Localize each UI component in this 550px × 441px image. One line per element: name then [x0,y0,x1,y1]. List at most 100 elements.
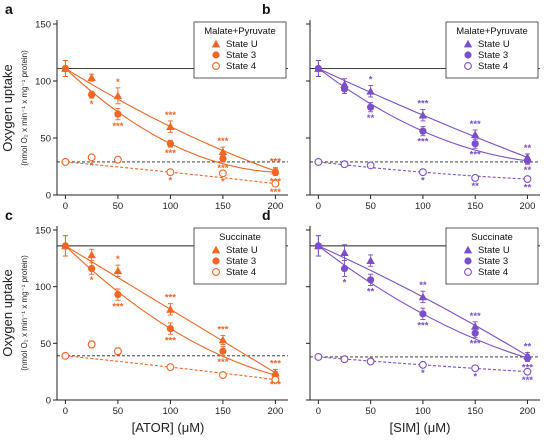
significance-label: * [221,177,225,188]
x-tick-label: 100 [415,406,431,417]
legend-box [445,21,539,79]
legend-title: Malate+Pyruvate [204,26,276,37]
data-point [314,64,322,73]
legend-box [193,227,287,285]
significance-label: * [90,161,94,172]
legend-marker [212,257,220,265]
y-tick-label: 50 [40,134,51,145]
x-tick-label: 200 [520,406,536,417]
legend-marker [212,51,220,59]
x-tick-label: 50 [365,201,376,212]
legend-marker [212,62,220,70]
x-tick-label: 150 [467,201,483,212]
data-point [218,147,228,156]
significance-label: *** [417,137,428,148]
legend-marker [464,62,472,70]
significance-label: *** [270,358,281,369]
y-tick-label: 150 [35,20,51,31]
y-tick-label: 100 [35,77,51,88]
significance-label: ** [524,341,532,352]
panel-letter: a [5,1,13,17]
significance-label: *** [112,301,123,312]
data-point [219,347,227,355]
legend-label: State 3 [478,50,508,61]
legend-label: State U [226,39,258,50]
x-tick-label: 50 [113,201,124,212]
legend-marker [463,245,473,254]
significance-label: ** [367,287,375,298]
y-axis-title-top: Oxygen uptake [0,64,15,151]
x-tick-label: 50 [113,406,124,417]
significance-label: *** [217,136,228,147]
x-tick-label: 150 [215,201,231,212]
x-tick-label: 150 [215,406,231,417]
data-point [418,360,427,369]
significance-label: *** [217,324,228,335]
legend-title: Succinate [219,232,261,243]
data-point [470,322,480,330]
legend-box [193,21,287,79]
data-point [366,161,375,170]
data-point [87,153,96,162]
significance-label: * [116,77,120,88]
data-point [471,140,479,148]
data-point [87,250,96,259]
y-axis-title-bottom: Oxygen uptake [0,269,15,356]
significance-label: *** [165,148,176,159]
data-point [366,87,375,95]
data-point [61,351,70,360]
data-point [87,340,96,349]
significance-label: *** [165,335,176,346]
significance-label: ** [367,113,375,124]
data-point [340,85,349,93]
data-point [166,363,175,372]
data-point [114,110,122,118]
x-tick-label: 0 [63,406,68,417]
data-point [114,291,122,299]
series-circle: ********** [314,60,531,176]
series-triangle: ******* [314,235,532,360]
legend-marker [464,51,472,59]
data-point [314,352,323,361]
data-point [271,375,280,384]
legend-title: Malate+Pyruvate [456,26,528,37]
x-tick-label: 100 [415,201,431,212]
series-circle: ************* [61,235,281,390]
significance-label: *** [470,339,481,350]
significance-label: *** [217,357,228,368]
data-point [88,91,96,99]
significance-label: * [473,372,477,383]
significance-label: ** [419,280,427,291]
y-tick-label: 50 [40,339,51,350]
significance-label: * [169,175,173,186]
data-point [314,157,323,166]
data-point [88,264,96,273]
data-point [113,266,123,275]
data-point [166,325,174,333]
data-point [271,168,279,176]
legend-label: State 3 [478,256,508,267]
significance-label: ** [524,143,532,154]
y-tick-label: 100 [35,282,51,293]
x-tick-label: 200 [267,201,283,212]
data-point [470,130,480,138]
significance-label: *** [270,157,281,168]
series-triangle: ********* [314,60,532,162]
data-point [218,169,227,178]
data-point [471,364,480,373]
x-tick-label: 100 [162,406,178,417]
legend-label: State 4 [226,61,256,72]
x-tick-label: 0 [316,406,321,417]
data-point [218,335,228,344]
significance-label: *** [217,163,228,174]
significance-label: *** [470,119,481,130]
legend-label: State U [478,39,510,50]
legend-label: State U [478,245,510,256]
data-point [61,64,69,73]
data-point [418,292,428,301]
series-open-circle: ***** [314,157,531,193]
data-point [471,329,479,337]
data-point [166,122,175,130]
x-tick-label: 200 [267,406,283,417]
